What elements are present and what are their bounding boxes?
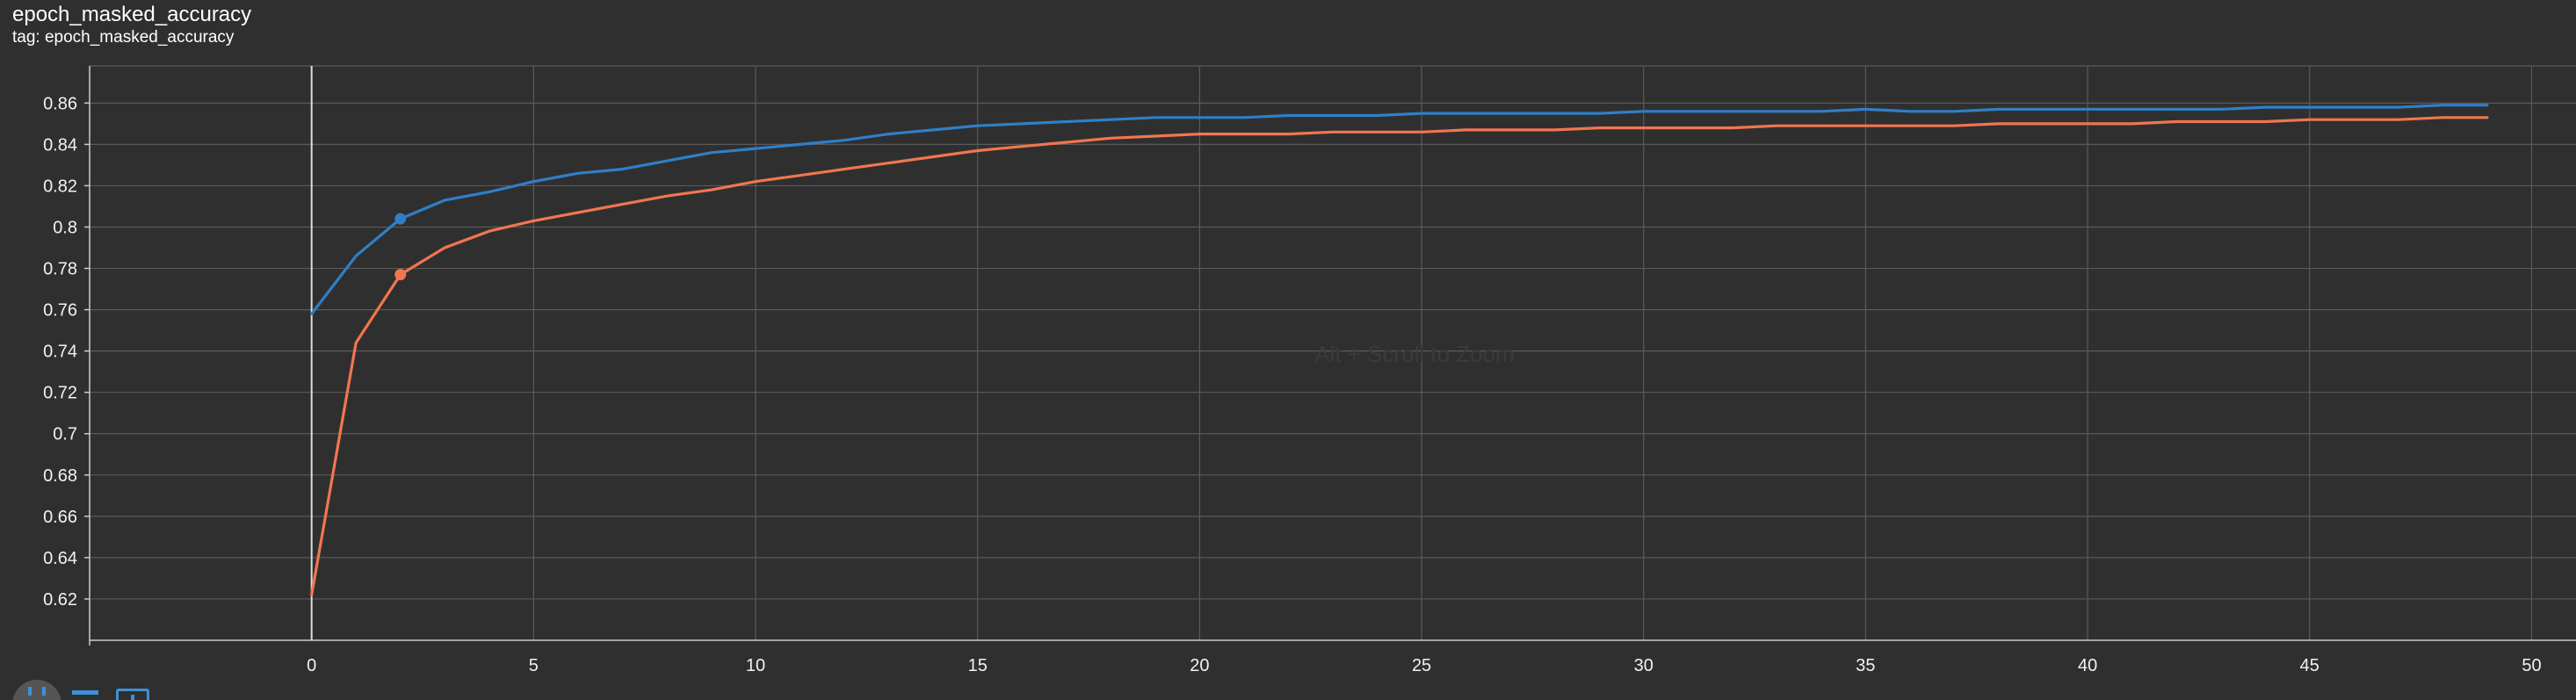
x-tick-label: 50 [2522, 656, 2541, 675]
series-line-2 [310, 116, 2489, 596]
y-tick-label: 0.62 [43, 590, 77, 610]
x-tick-label: 20 [1190, 656, 1209, 675]
x-tick-label: 0 [307, 656, 316, 675]
series-2-hover-marker [394, 269, 407, 281]
x-tick-label: 5 [529, 656, 539, 675]
y-tick-label: 0.76 [43, 301, 77, 321]
series-lines [310, 104, 2489, 596]
y-tick-label: 0.84 [43, 135, 77, 155]
axes [84, 66, 2576, 646]
fit-domain-button[interactable] [12, 680, 62, 700]
expand-card-icon [131, 695, 134, 700]
y-tick-label: 0.66 [43, 508, 77, 527]
fit-domain-icon [28, 687, 46, 696]
expand-card-button[interactable] [116, 689, 149, 700]
y-tick-label: 0.8 [53, 218, 77, 237]
x-tick-label: 45 [2300, 656, 2319, 675]
chart-tag: tag: epoch_masked_accuracy [12, 28, 235, 47]
x-tick-label: 15 [968, 656, 988, 675]
y-tick-label: 0.64 [43, 549, 77, 568]
x-tick-label: 25 [1412, 656, 1431, 675]
x-tick-label: 30 [1634, 656, 1653, 675]
zoom-hint: Alt + Scroll to Zoom [1314, 341, 1515, 367]
y-tick-label: 0.7 [53, 425, 77, 444]
x-tick-label: 10 [746, 656, 765, 675]
y-tick-labels: 0.62 0.64 0.66 0.68 0.7 0.72 0.74 0.76 0.78 0.8 0.… [43, 94, 77, 610]
y-tick-label: 0.74 [43, 343, 77, 362]
series-line-1 [310, 104, 2489, 315]
y-tick-label: 0.78 [43, 260, 77, 279]
series-1-hover-marker [394, 213, 407, 225]
y-tick-label: 0.72 [43, 384, 77, 403]
x-tick-labels: 0 5 10 15 20 25 30 35 40 45 50 [307, 656, 2541, 675]
y-tick-label: 0.82 [43, 177, 77, 196]
x-tick-label: 40 [2078, 656, 2097, 675]
y-tick-label: 0.86 [43, 94, 77, 113]
y-tick-label: 0.68 [43, 466, 77, 486]
chart-title: epoch_masked_accuracy [12, 3, 252, 26]
x-tick-label: 35 [1856, 656, 1875, 675]
log-scale-toggle-icon[interactable] [72, 690, 98, 695]
